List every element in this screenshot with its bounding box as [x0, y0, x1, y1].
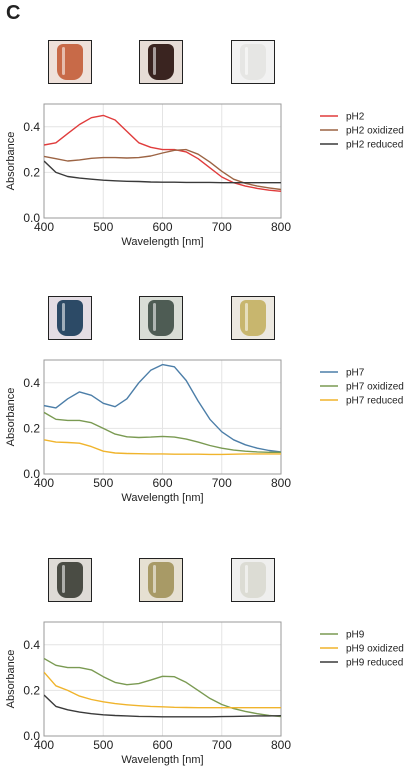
vial-liquid: [148, 562, 174, 598]
x-tick-label: 600: [152, 738, 172, 752]
x-tick-label: 800: [271, 738, 291, 752]
x-tick-label: 700: [212, 220, 232, 234]
legend-label: pH9 reduced: [346, 658, 403, 669]
vial-reflection: [153, 303, 156, 331]
vial-reflection: [245, 565, 248, 593]
pH9-reduced-vial-photo: [231, 558, 275, 602]
vial-reflection: [245, 47, 248, 75]
absorbance-chart: 400 500 600 700 800 0.0 0.2 0.4 Wavelength [nm] A…: [5, 621, 404, 766]
pH9-oxidized-vial-photo: [139, 558, 183, 602]
plot-frame: [43, 359, 282, 475]
series-line: [44, 671, 281, 709]
y-tick-label: 0.4: [23, 638, 40, 652]
legend-label: pH7: [346, 368, 365, 379]
x-tick-label: 700: [212, 476, 232, 490]
vial-reflection: [245, 303, 248, 331]
y-axis-label: Absorbance: [5, 650, 17, 709]
x-tick-label: 600: [152, 476, 172, 490]
series-line: [44, 160, 281, 184]
series-line: [44, 363, 281, 453]
legend-label: pH2 reduced: [346, 140, 403, 151]
legend-label: pH9 oxidized: [346, 644, 404, 655]
y-tick-label: 0.2: [23, 165, 40, 179]
y-tick-label: 0.0: [23, 729, 40, 743]
x-tick-label: 400: [34, 220, 54, 234]
x-tick-label: 500: [93, 476, 113, 490]
plot-frame: [43, 621, 282, 737]
y-tick-label: 0.2: [23, 683, 40, 697]
vial-liquid: [148, 44, 174, 80]
pH2-reduced-vial-photo: [231, 40, 275, 84]
vial-reflection: [153, 47, 156, 75]
vial-liquid: [148, 300, 174, 336]
x-tick-label: 500: [93, 738, 113, 752]
legend-label: pH2 oxidized: [346, 126, 404, 137]
x-tick-label: 700: [212, 738, 232, 752]
pH7-reduced-vial-photo: [231, 296, 275, 340]
series-line: [44, 439, 281, 456]
vial-reflection: [62, 565, 65, 593]
y-axis-label: Absorbance: [5, 132, 17, 191]
vial-liquid: [240, 562, 266, 598]
y-tick-label: 0.0: [23, 211, 40, 225]
vial-liquid: [240, 44, 266, 80]
pH9-vial-photo: [48, 558, 92, 602]
legend-label: pH7 reduced: [346, 396, 403, 407]
vial-liquid: [57, 44, 83, 80]
y-tick-label: 0.2: [23, 421, 40, 435]
pH7-vial-photo: [48, 296, 92, 340]
absorbance-chart: 400 500 600 700 800 0.0 0.2 0.4 Wavelength [nm] A…: [5, 359, 404, 504]
series-line: [44, 657, 281, 718]
x-tick-label: 500: [93, 220, 113, 234]
absorbance-chart: 400 500 600 700 800 0.0 0.2 0.4 Wavelength [nm] A…: [5, 103, 404, 248]
y-tick-label: 0.0: [23, 467, 40, 481]
vial-reflection: [62, 47, 65, 75]
pH2-oxidized-vial-photo: [139, 40, 183, 84]
pH2-vial-photo: [48, 40, 92, 84]
series-line: [44, 148, 281, 191]
x-axis-label: Wavelength [nm]: [121, 754, 203, 766]
vial-liquid: [57, 562, 83, 598]
legend-label: pH9: [346, 630, 365, 641]
pH7-oxidized-vial-photo: [139, 296, 183, 340]
legend-label: pH2: [346, 112, 365, 123]
series-line: [44, 114, 281, 192]
x-tick-label: 400: [34, 738, 54, 752]
series-line: [44, 694, 281, 718]
x-tick-label: 800: [271, 476, 291, 490]
series-line: [44, 411, 281, 454]
vial-liquid: [57, 300, 83, 336]
x-axis-label: Wavelength [nm]: [121, 236, 203, 248]
vial-reflection: [153, 565, 156, 593]
x-tick-label: 800: [271, 220, 291, 234]
y-axis-label: Absorbance: [5, 388, 17, 447]
panel-label: C: [6, 2, 21, 24]
y-tick-label: 0.4: [23, 376, 40, 390]
x-tick-label: 600: [152, 220, 172, 234]
legend-label: pH7 oxidized: [346, 382, 404, 393]
vial-liquid: [240, 300, 266, 336]
y-tick-label: 0.4: [23, 120, 40, 134]
vial-reflection: [62, 303, 65, 331]
x-axis-label: Wavelength [nm]: [121, 492, 203, 504]
x-tick-label: 400: [34, 476, 54, 490]
